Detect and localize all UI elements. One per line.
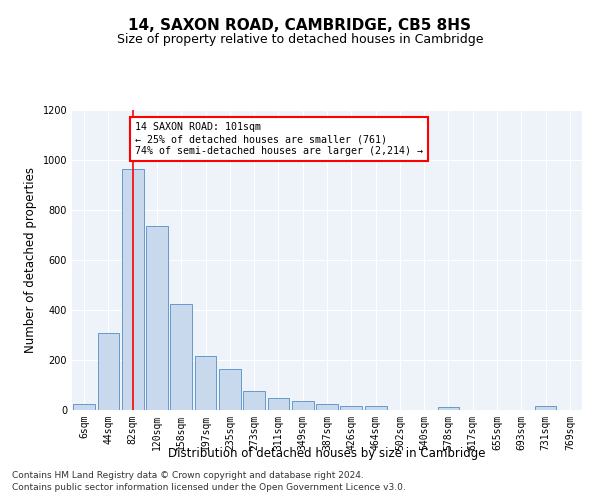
Bar	[437, 407, 460, 410]
Bar	[268, 398, 289, 410]
Bar	[340, 406, 362, 410]
Y-axis label: Number of detached properties: Number of detached properties	[24, 167, 37, 353]
Bar	[122, 169, 143, 410]
Text: 14 SAXON ROAD: 101sqm
← 25% of detached houses are smaller (761)
74% of semi-det: 14 SAXON ROAD: 101sqm ← 25% of detached …	[135, 122, 423, 156]
Bar	[292, 401, 314, 410]
Text: Contains public sector information licensed under the Open Government Licence v3: Contains public sector information licen…	[12, 484, 406, 492]
Text: Contains HM Land Registry data © Crown copyright and database right 2024.: Contains HM Land Registry data © Crown c…	[12, 471, 364, 480]
Bar	[97, 332, 119, 410]
Bar	[316, 404, 338, 410]
Bar	[243, 391, 265, 410]
Bar	[535, 406, 556, 410]
Text: Distribution of detached houses by size in Cambridge: Distribution of detached houses by size …	[168, 448, 486, 460]
Bar	[365, 406, 386, 410]
Bar	[146, 226, 168, 410]
Bar	[73, 404, 95, 410]
Bar	[170, 304, 192, 410]
Bar	[194, 356, 217, 410]
Text: Size of property relative to detached houses in Cambridge: Size of property relative to detached ho…	[117, 32, 483, 46]
Text: 14, SAXON ROAD, CAMBRIDGE, CB5 8HS: 14, SAXON ROAD, CAMBRIDGE, CB5 8HS	[128, 18, 472, 32]
Bar	[219, 369, 241, 410]
